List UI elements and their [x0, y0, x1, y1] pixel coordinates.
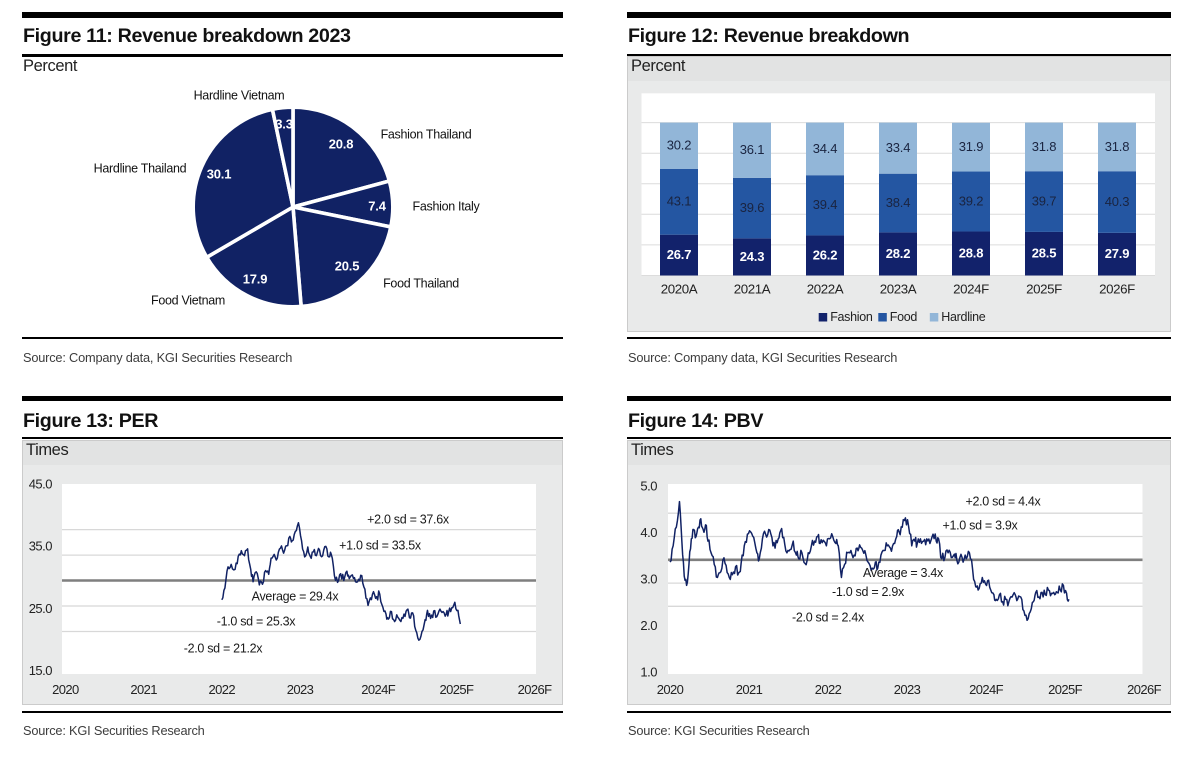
svg-text:38.4: 38.4 — [886, 195, 911, 210]
svg-text:39.4: 39.4 — [813, 197, 838, 212]
svg-text:Fashion Thailand: Fashion Thailand — [381, 127, 472, 141]
svg-text:2023: 2023 — [894, 682, 921, 697]
svg-text:43.1: 43.1 — [667, 194, 692, 209]
svg-text:15.0: 15.0 — [29, 663, 53, 678]
svg-text:+2.0 sd = 4.4x: +2.0 sd = 4.4x — [965, 494, 1041, 508]
svg-text:3.0: 3.0 — [640, 571, 657, 586]
svg-text:Average = 29.4x: Average = 29.4x — [252, 589, 340, 603]
svg-text:2023A: 2023A — [880, 282, 917, 297]
svg-text:39.7: 39.7 — [1032, 194, 1057, 209]
svg-text:31.9: 31.9 — [959, 139, 984, 154]
svg-text:31.8: 31.8 — [1032, 139, 1057, 154]
svg-text:Hardline Vietnam: Hardline Vietnam — [194, 88, 285, 102]
svg-text:-1.0 sd = 25.3x: -1.0 sd = 25.3x — [217, 614, 297, 628]
svg-text:34.4: 34.4 — [813, 141, 838, 156]
svg-text:20.5: 20.5 — [335, 258, 360, 273]
svg-text:2025F: 2025F — [1048, 682, 1083, 697]
svg-text:2025F: 2025F — [1026, 282, 1062, 297]
svg-text:2025F: 2025F — [439, 682, 474, 697]
svg-text:45.0: 45.0 — [29, 477, 53, 492]
svg-text:+1.0 sd = 3.9x: +1.0 sd = 3.9x — [942, 518, 1018, 532]
svg-text:2.0: 2.0 — [640, 618, 657, 633]
svg-text:2020: 2020 — [657, 682, 684, 697]
svg-text:Average = 3.4x: Average = 3.4x — [863, 566, 944, 580]
svg-text:2024F: 2024F — [969, 682, 1004, 697]
svg-text:7.4: 7.4 — [368, 198, 386, 213]
svg-text:Food Vietnam: Food Vietnam — [151, 293, 225, 307]
svg-text:Food: Food — [890, 310, 918, 324]
svg-text:30.1: 30.1 — [207, 166, 232, 181]
svg-text:-2.0 sd = 2.4x: -2.0 sd = 2.4x — [792, 611, 865, 625]
svg-text:20.8: 20.8 — [329, 136, 354, 151]
svg-text:2020A: 2020A — [661, 282, 698, 297]
svg-text:33.4: 33.4 — [886, 140, 911, 155]
svg-text:2021A: 2021A — [734, 282, 771, 297]
svg-text:25.0: 25.0 — [29, 601, 53, 616]
svg-text:4.0: 4.0 — [640, 525, 657, 540]
svg-text:-2.0 sd = 21.2x: -2.0 sd = 21.2x — [184, 641, 264, 655]
svg-text:35.0: 35.0 — [29, 539, 53, 554]
svg-text:+2.0 sd = 37.6x: +2.0 sd = 37.6x — [367, 512, 450, 526]
svg-text:17.9: 17.9 — [243, 271, 268, 286]
svg-text:39.6: 39.6 — [740, 200, 765, 215]
svg-text:27.9: 27.9 — [1105, 246, 1130, 261]
svg-text:36.1: 36.1 — [740, 142, 765, 157]
svg-text:+1.0 sd = 33.5x: +1.0 sd = 33.5x — [339, 538, 422, 552]
svg-text:2023: 2023 — [287, 682, 314, 697]
svg-text:40.3: 40.3 — [1105, 194, 1130, 209]
svg-text:Fashion Italy: Fashion Italy — [413, 199, 481, 213]
svg-text:-1.0 sd = 2.9x: -1.0 sd = 2.9x — [832, 585, 905, 599]
svg-text:Fashion: Fashion — [830, 310, 873, 324]
svg-text:2022A: 2022A — [807, 282, 844, 297]
svg-text:3.3: 3.3 — [275, 116, 292, 131]
svg-text:2020: 2020 — [52, 682, 79, 697]
svg-text:30.2: 30.2 — [667, 138, 692, 153]
svg-text:2026F: 2026F — [518, 682, 553, 697]
svg-text:28.5: 28.5 — [1032, 246, 1057, 261]
svg-text:Hardline: Hardline — [941, 310, 985, 324]
svg-text:28.8: 28.8 — [959, 245, 984, 260]
svg-text:Food Thailand: Food Thailand — [383, 276, 459, 290]
svg-text:31.8: 31.8 — [1105, 139, 1130, 154]
svg-text:2026F: 2026F — [1099, 282, 1135, 297]
svg-text:2022: 2022 — [815, 682, 842, 697]
svg-text:26.2: 26.2 — [813, 247, 838, 262]
svg-text:24.3: 24.3 — [740, 249, 765, 264]
svg-text:26.7: 26.7 — [667, 247, 692, 262]
svg-text:28.2: 28.2 — [886, 246, 911, 261]
svg-text:Hardline Thailand: Hardline Thailand — [94, 161, 187, 175]
svg-text:2024F: 2024F — [953, 282, 989, 297]
svg-text:5.0: 5.0 — [640, 478, 657, 493]
svg-text:2026F: 2026F — [1127, 682, 1162, 697]
svg-text:1.0: 1.0 — [640, 665, 657, 680]
svg-text:2021: 2021 — [130, 682, 157, 697]
svg-text:2024F: 2024F — [361, 682, 396, 697]
svg-text:2022: 2022 — [209, 682, 236, 697]
svg-text:39.2: 39.2 — [959, 193, 984, 208]
svg-text:2021: 2021 — [736, 682, 763, 697]
